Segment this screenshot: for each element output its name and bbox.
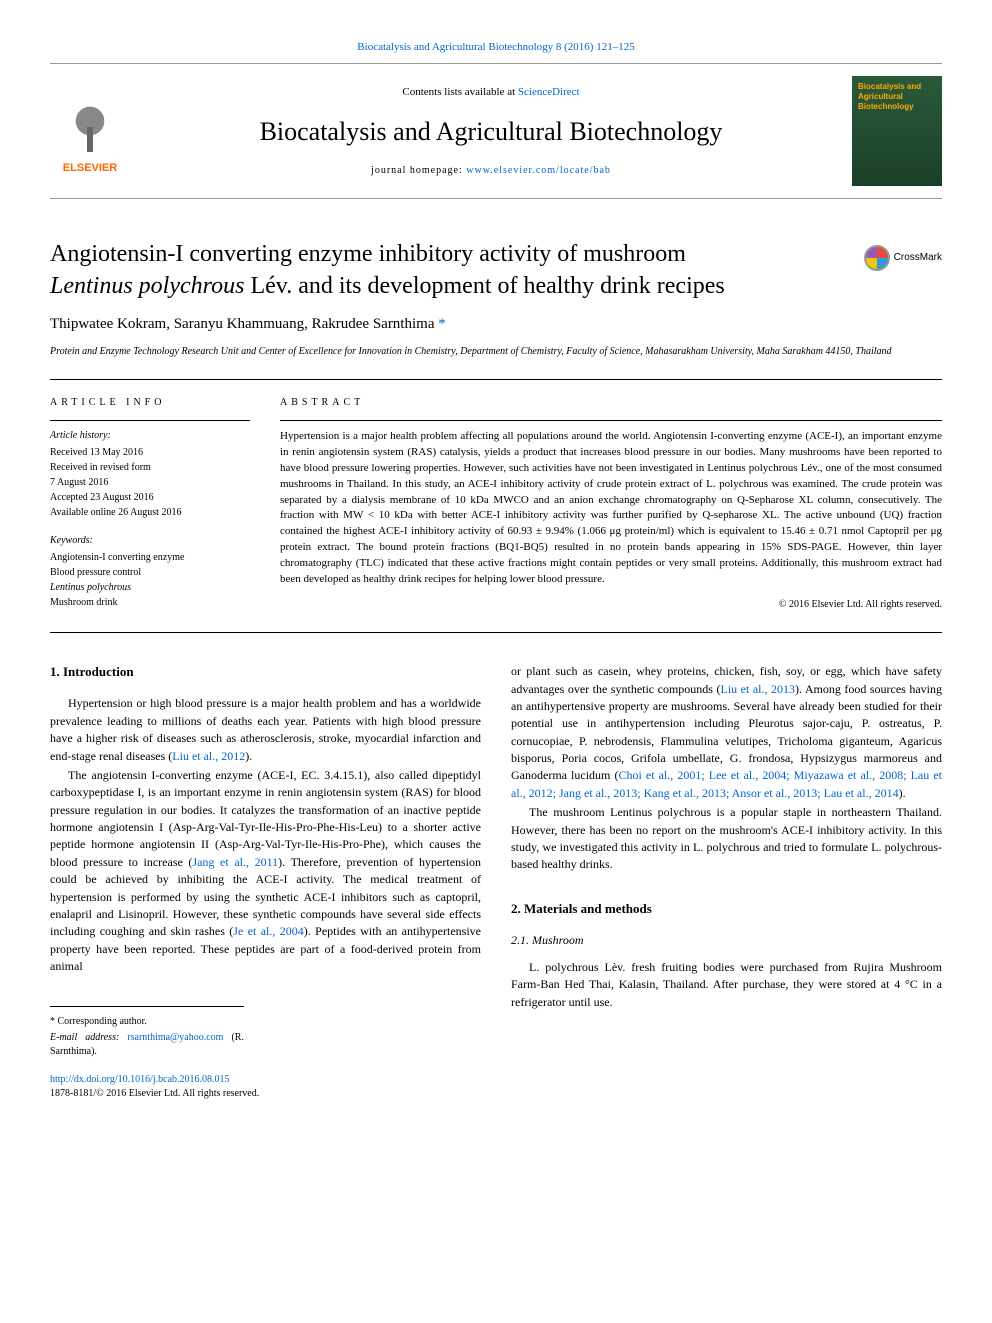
article-title: Angiotensin-I converting enzyme inhibito… — [50, 239, 864, 301]
doi-link[interactable]: http://dx.doi.org/10.1016/j.bcab.2016.08… — [50, 1074, 230, 1085]
info-abstract-row: ARTICLE INFO Article history: Received 1… — [50, 396, 942, 612]
elsevier-logo: ELSEVIER — [50, 86, 130, 176]
history-line: Received 13 May 2016 — [50, 445, 250, 460]
corresponding-author-mark[interactable]: * — [438, 316, 446, 332]
title-row: Angiotensin-I converting enzyme inhibito… — [50, 239, 942, 301]
article-history: Article history: Received 13 May 2016 Re… — [50, 420, 250, 520]
affiliation: Protein and Enzyme Technology Research U… — [50, 345, 942, 359]
sciencedirect-link[interactable]: ScienceDirect — [518, 86, 580, 98]
abstract: ABSTRACT Hypertension is a major health … — [280, 396, 942, 612]
crossmark-badge[interactable]: CrossMark — [864, 245, 942, 271]
history-line: Accepted 23 August 2016 — [50, 490, 250, 505]
doi-block: http://dx.doi.org/10.1016/j.bcab.2016.08… — [50, 1073, 481, 1101]
corresponding-author-note: * Corresponding author. — [50, 1015, 244, 1029]
header-center: Contents lists available at ScienceDirec… — [130, 85, 852, 179]
paragraph: Hypertension or high blood pressure is a… — [50, 695, 481, 765]
abstract-body: Hypertension is a major health problem a… — [280, 420, 942, 588]
citation-link[interactable]: Liu et al., 2012 — [172, 749, 245, 763]
citation-link[interactable]: Jang et al., 2011 — [192, 855, 278, 869]
section-heading-intro: 1. Introduction — [50, 663, 481, 681]
issn-line: 1878-8181/© 2016 Elsevier Ltd. All right… — [50, 1087, 481, 1101]
body-columns: 1. Introduction Hypertension or high blo… — [50, 663, 942, 1100]
keywords-heading: Keywords: — [50, 534, 250, 548]
footer: * Corresponding author. E-mail address: … — [50, 1006, 244, 1059]
citation-link[interactable]: Liu et al., 2013 — [720, 682, 795, 696]
elsevier-tree-icon — [60, 97, 120, 157]
homepage-line: journal homepage: www.elsevier.com/locat… — [130, 164, 852, 178]
paragraph: The angiotensin I-converting enzyme (ACE… — [50, 767, 481, 976]
header-citation: Biocatalysis and Agricultural Biotechnol… — [50, 40, 942, 55]
keywords-block: Keywords: Angiotensin-I converting enzym… — [50, 534, 250, 610]
paragraph: L. polychrous Lèv. fresh fruiting bodies… — [511, 959, 942, 1011]
history-heading: Article history: — [50, 429, 250, 443]
article-info-label: ARTICLE INFO — [50, 396, 250, 410]
homepage-link[interactable]: www.elsevier.com/locate/bab — [466, 165, 611, 176]
history-line: 7 August 2016 — [50, 475, 250, 490]
article-info: ARTICLE INFO Article history: Received 1… — [50, 396, 250, 612]
header-citation-link[interactable]: Biocatalysis and Agricultural Biotechnol… — [357, 41, 634, 53]
journal-cover-title: Biocatalysis and Agricultural Biotechnol… — [858, 82, 936, 111]
keyword: Blood pressure control — [50, 565, 250, 580]
keyword: Mushroom drink — [50, 595, 250, 610]
keyword: Angiotensin-I converting enzyme — [50, 550, 250, 565]
keyword: Lentinus polychrous — [50, 580, 250, 595]
left-column: 1. Introduction Hypertension or high blo… — [50, 663, 481, 1100]
citation-link[interactable]: Je et al., 2004 — [233, 924, 304, 938]
paragraph: The mushroom Lentinus polychrous is a po… — [511, 804, 942, 874]
history-line: Available online 26 August 2016 — [50, 505, 250, 520]
authors: Thipwatee Kokram, Saranyu Khammuang, Rak… — [50, 314, 942, 335]
journal-cover: Biocatalysis and Agricultural Biotechnol… — [852, 76, 942, 186]
right-column: or plant such as casein, whey proteins, … — [511, 663, 942, 1100]
abstract-label: ABSTRACT — [280, 396, 942, 410]
divider — [50, 379, 942, 380]
paragraph: or plant such as casein, whey proteins, … — [511, 663, 942, 802]
crossmark-icon — [864, 245, 890, 271]
subsection-heading-mushroom: 2.1. Mushroom — [511, 932, 942, 949]
full-divider — [50, 632, 942, 633]
journal-header: ELSEVIER Contents lists available at Sci… — [50, 63, 942, 199]
section-heading-mm: 2. Materials and methods — [511, 900, 942, 918]
abstract-copyright: © 2016 Elsevier Ltd. All rights reserved… — [280, 598, 942, 612]
email-link[interactable]: rsarnthima@yahoo.com — [127, 1032, 223, 1043]
sciencedirect-line: Contents lists available at ScienceDirec… — [130, 85, 852, 100]
elsevier-label: ELSEVIER — [63, 161, 117, 176]
email-line: E-mail address: rsarnthima@yahoo.com (R.… — [50, 1031, 244, 1059]
history-line: Received in revised form — [50, 460, 250, 475]
journal-name: Biocatalysis and Agricultural Biotechnol… — [130, 114, 852, 150]
